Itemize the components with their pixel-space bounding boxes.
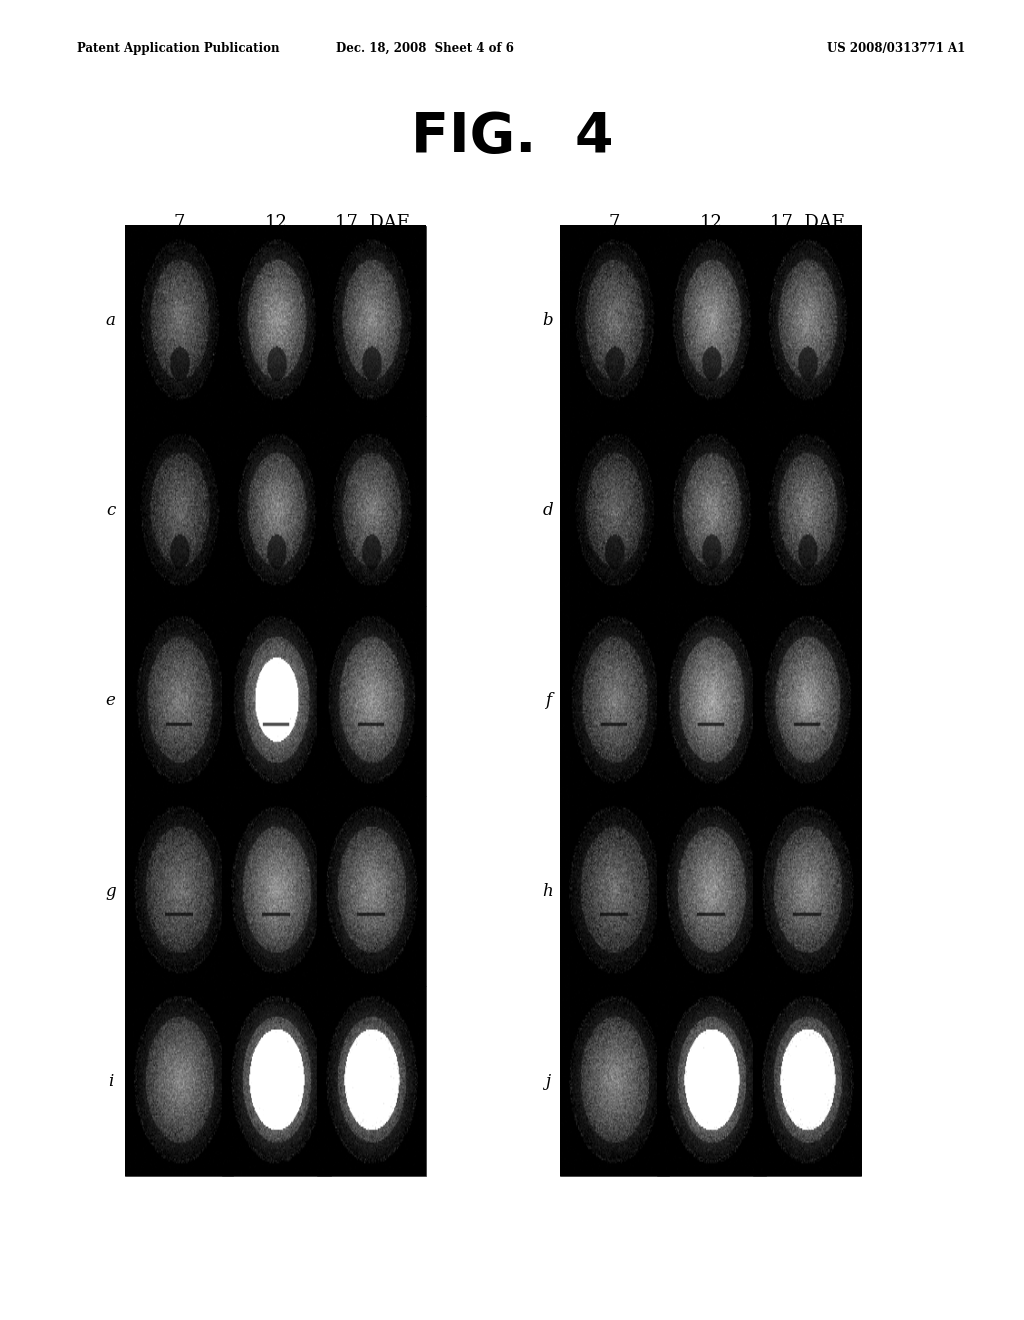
Text: Patent Application Publication: Patent Application Publication bbox=[77, 42, 280, 54]
Text: f: f bbox=[545, 693, 551, 709]
Bar bbox=[317, 416, 426, 606]
Bar bbox=[657, 606, 766, 796]
Text: h: h bbox=[543, 883, 553, 899]
Bar bbox=[125, 606, 233, 796]
Text: b: b bbox=[543, 313, 553, 329]
Bar bbox=[560, 796, 669, 986]
Text: 12: 12 bbox=[700, 214, 723, 232]
Bar bbox=[125, 226, 233, 416]
Bar bbox=[657, 796, 766, 986]
Bar bbox=[657, 416, 766, 606]
Bar bbox=[753, 416, 861, 606]
Text: US 2008/0313771 A1: US 2008/0313771 A1 bbox=[826, 42, 966, 54]
Bar bbox=[753, 796, 861, 986]
Bar bbox=[125, 986, 233, 1176]
Bar bbox=[657, 226, 766, 416]
Bar bbox=[753, 226, 861, 416]
Text: c: c bbox=[105, 503, 116, 519]
Bar bbox=[317, 796, 426, 986]
Bar bbox=[317, 606, 426, 796]
Bar bbox=[317, 986, 426, 1176]
Text: a: a bbox=[105, 313, 116, 329]
Bar bbox=[222, 796, 331, 986]
Text: 7: 7 bbox=[173, 214, 185, 232]
Bar bbox=[560, 986, 669, 1176]
Text: FIG.  4: FIG. 4 bbox=[411, 111, 613, 164]
Bar bbox=[560, 226, 669, 416]
Text: 7: 7 bbox=[608, 214, 621, 232]
Bar bbox=[657, 986, 766, 1176]
Bar bbox=[125, 796, 233, 986]
Bar bbox=[222, 226, 331, 416]
Bar bbox=[222, 986, 331, 1176]
Text: d: d bbox=[543, 503, 553, 519]
Bar bbox=[222, 606, 331, 796]
Text: j: j bbox=[545, 1073, 551, 1089]
Bar bbox=[222, 416, 331, 606]
Text: 17  DAF: 17 DAF bbox=[335, 214, 409, 232]
Bar bbox=[560, 606, 669, 796]
Text: i: i bbox=[108, 1073, 114, 1089]
Bar bbox=[317, 226, 426, 416]
Text: Dec. 18, 2008  Sheet 4 of 6: Dec. 18, 2008 Sheet 4 of 6 bbox=[336, 42, 514, 54]
Bar bbox=[560, 416, 669, 606]
Text: e: e bbox=[105, 693, 116, 709]
Bar bbox=[753, 986, 861, 1176]
Text: 12: 12 bbox=[265, 214, 288, 232]
Text: g: g bbox=[105, 883, 116, 899]
Bar bbox=[753, 606, 861, 796]
Bar bbox=[125, 416, 233, 606]
Text: 17  DAF: 17 DAF bbox=[770, 214, 844, 232]
